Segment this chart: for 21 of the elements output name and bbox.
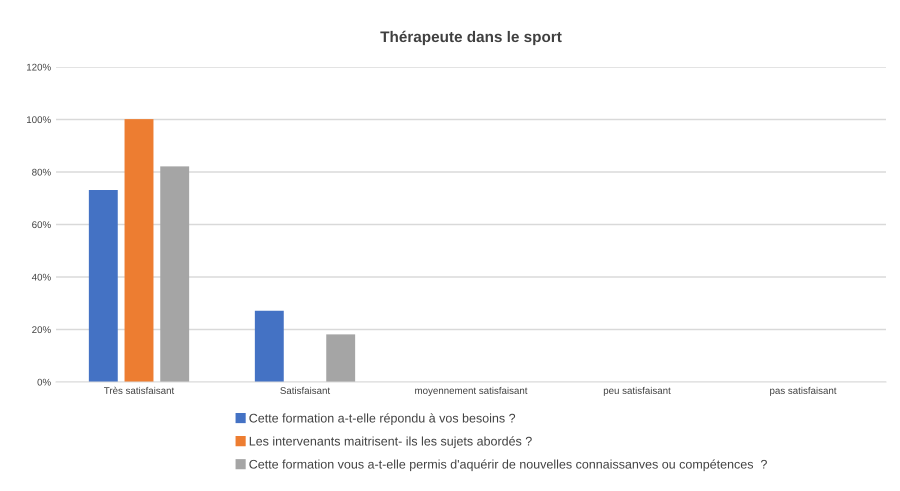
legend-label: Cette formation vous a-t-elle permis d'aquérir de nouvelles connaissanves ou compétences ? xyxy=(249,459,767,472)
legend-label: Cette formation a-t-elle répondu à vos besoins ? xyxy=(249,413,516,426)
x-tick-label: peu satisfaisant xyxy=(604,386,671,396)
y-tick-label: 20% xyxy=(32,326,51,334)
bar xyxy=(124,119,154,382)
y-tick-label: 100% xyxy=(27,116,51,124)
y-tick-label: 0% xyxy=(37,378,51,386)
bar xyxy=(88,190,118,382)
chart-title: Thérapeute dans le sport xyxy=(380,30,562,46)
legend-label: Les intervenants maitrisent- ils les sujets abordés ? xyxy=(250,436,532,448)
x-tick-label: Satisfaisant xyxy=(280,386,330,394)
y-tick-label: 80% xyxy=(32,168,51,176)
x-tick-label: pas satisfaisant xyxy=(770,386,836,396)
y-tick-label: 60% xyxy=(32,221,51,228)
x-tick-label: moyennement satisfaisant xyxy=(415,386,528,396)
bar xyxy=(160,166,190,382)
y-tick-label: 40% xyxy=(32,274,51,281)
x-tick-label: Très satisfaisant xyxy=(104,386,174,394)
bar xyxy=(254,310,284,382)
y-tick-label: 120% xyxy=(27,64,51,71)
bar xyxy=(326,334,356,382)
